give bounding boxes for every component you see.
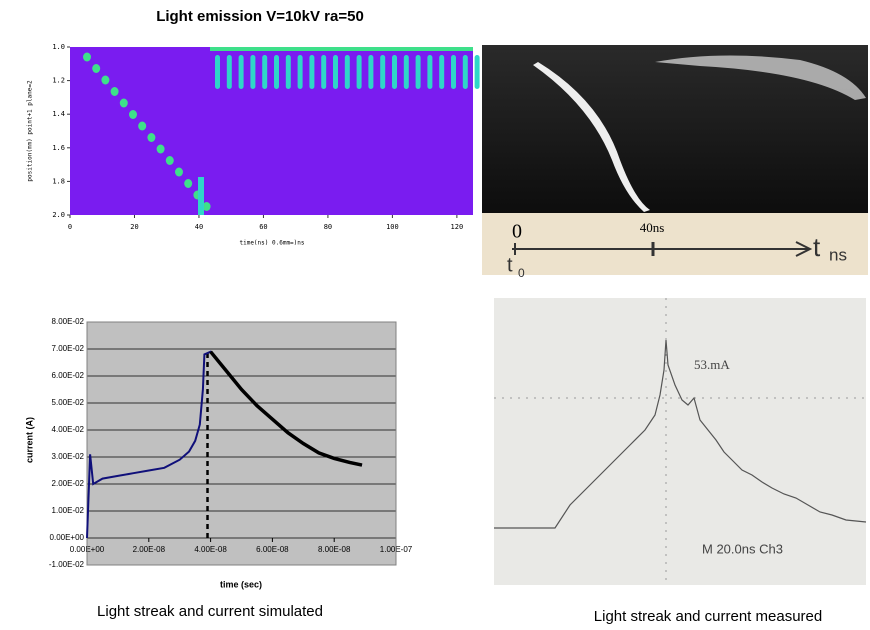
x-tick-label: 120	[451, 223, 464, 231]
y-tick-label: 4.00E-02	[52, 425, 85, 434]
x-tick-label: 6.00E-08	[256, 545, 289, 554]
emission-blob	[156, 144, 165, 154]
y-tick-label: 5.00E-02	[52, 398, 85, 407]
y-tick-label: 7.00E-02	[52, 344, 85, 353]
streak-photo	[482, 45, 868, 275]
x-tick-label: 100	[386, 223, 399, 231]
emission-blob	[83, 52, 91, 62]
emission-band	[427, 55, 433, 89]
emission-band	[309, 55, 315, 89]
emission-band	[285, 55, 291, 89]
peak-label: 53.mA	[694, 357, 730, 372]
y-axis-label: current (A)	[24, 417, 34, 463]
marker-label: 40ns	[640, 220, 665, 235]
photo-paper	[482, 213, 868, 275]
axis-label: t	[813, 232, 821, 262]
x-tick-label: 0	[68, 223, 72, 231]
streak-trace	[655, 55, 866, 100]
scope-setting: M 20.0ns Ch3	[702, 541, 783, 556]
x-tick-label: 8.00E-08	[318, 545, 351, 554]
emission-band	[297, 55, 303, 89]
scope-bg	[494, 298, 866, 585]
arrow	[795, 241, 813, 257]
plot-border	[86, 321, 397, 566]
emission-band	[238, 55, 244, 89]
emission-blob	[202, 202, 211, 211]
streak-trace	[533, 62, 650, 212]
axis-sub: ns	[829, 245, 847, 264]
emission-blob	[92, 64, 101, 73]
emission-band	[403, 55, 409, 89]
emission-band	[274, 55, 279, 89]
heatmap-bg	[70, 47, 473, 215]
x-tick-label: 40	[195, 223, 203, 231]
x-axis-label: time(ns) 0.6mm=)ns	[239, 240, 304, 247]
emission-band	[368, 55, 374, 89]
emission-band	[215, 55, 220, 89]
start-sub: 0	[518, 266, 525, 280]
emission-blob	[101, 75, 110, 85]
emission-band	[356, 55, 362, 89]
y-tick-label: 1.2	[52, 77, 65, 85]
y-tick-label: 2.00E-02	[52, 479, 85, 488]
emission-band	[415, 55, 421, 89]
current-chart: -1.00E-02 0.00E+00 1.00E-02 2.00E-02 3.00E-0…	[49, 317, 413, 569]
emission-blob	[129, 110, 137, 119]
emission-band	[333, 55, 338, 89]
x-tick-label: 2.00E-08	[133, 545, 166, 554]
x-axis-label: time (sec)	[220, 579, 262, 589]
y-tick-label: 1.4	[52, 110, 65, 118]
y-tick-label: 1.00E-02	[52, 506, 85, 515]
y-tick-label: 2.0	[52, 211, 65, 219]
emission-band	[451, 55, 456, 89]
y-axis-label: position(mm) point+1 plane=2	[27, 80, 34, 182]
emission-band	[262, 55, 268, 89]
emission-blob	[147, 133, 156, 142]
emission-blob	[138, 121, 147, 131]
emission-band	[380, 55, 386, 89]
x-tick-label: 4.00E-08	[194, 545, 227, 554]
caption: Light streak and current measured	[594, 608, 822, 625]
emission-band	[392, 55, 397, 89]
emission-band	[462, 55, 468, 89]
scope-photo	[494, 298, 867, 585]
y-tick-label: 3.00E-02	[52, 452, 85, 461]
origin-label: 0	[512, 221, 522, 243]
emission-band	[226, 55, 232, 89]
caption: Light streak and current simulated	[97, 603, 323, 620]
emission-flash	[198, 177, 204, 215]
emission-blob	[184, 179, 193, 188]
emission-blob	[119, 98, 128, 108]
y-tick-label: 1.6	[52, 144, 65, 152]
emission-band	[321, 55, 327, 89]
y-tick-label: 8.00E-02	[52, 317, 85, 326]
x-tick-label: 60	[259, 223, 267, 231]
y-tick-label: 6.00E-02	[52, 371, 85, 380]
y-tick-label: -1.00E-02	[49, 560, 85, 569]
emission-blob	[110, 87, 119, 96]
emission-blob	[175, 167, 183, 177]
y-tick-label: 1.0	[52, 43, 65, 51]
emission-blob	[165, 156, 174, 165]
plot-area	[87, 322, 396, 565]
title: Light emission V=10kV ra=50	[156, 8, 364, 25]
emission-band	[250, 55, 256, 89]
emission-band	[210, 47, 473, 51]
series-line-overlay	[209, 350, 363, 467]
emission-band	[439, 55, 445, 89]
y-tick-label: 0.00E+00	[50, 533, 85, 542]
start-label: t	[507, 254, 513, 276]
emission-band	[344, 55, 350, 89]
x-tick-label: 80	[324, 223, 332, 231]
emission-band	[474, 55, 480, 89]
scope-trace	[494, 339, 867, 529]
x-tick-label: 20	[130, 223, 138, 231]
heatmap	[70, 47, 539, 215]
y-tick-label: 1.8	[52, 177, 65, 185]
